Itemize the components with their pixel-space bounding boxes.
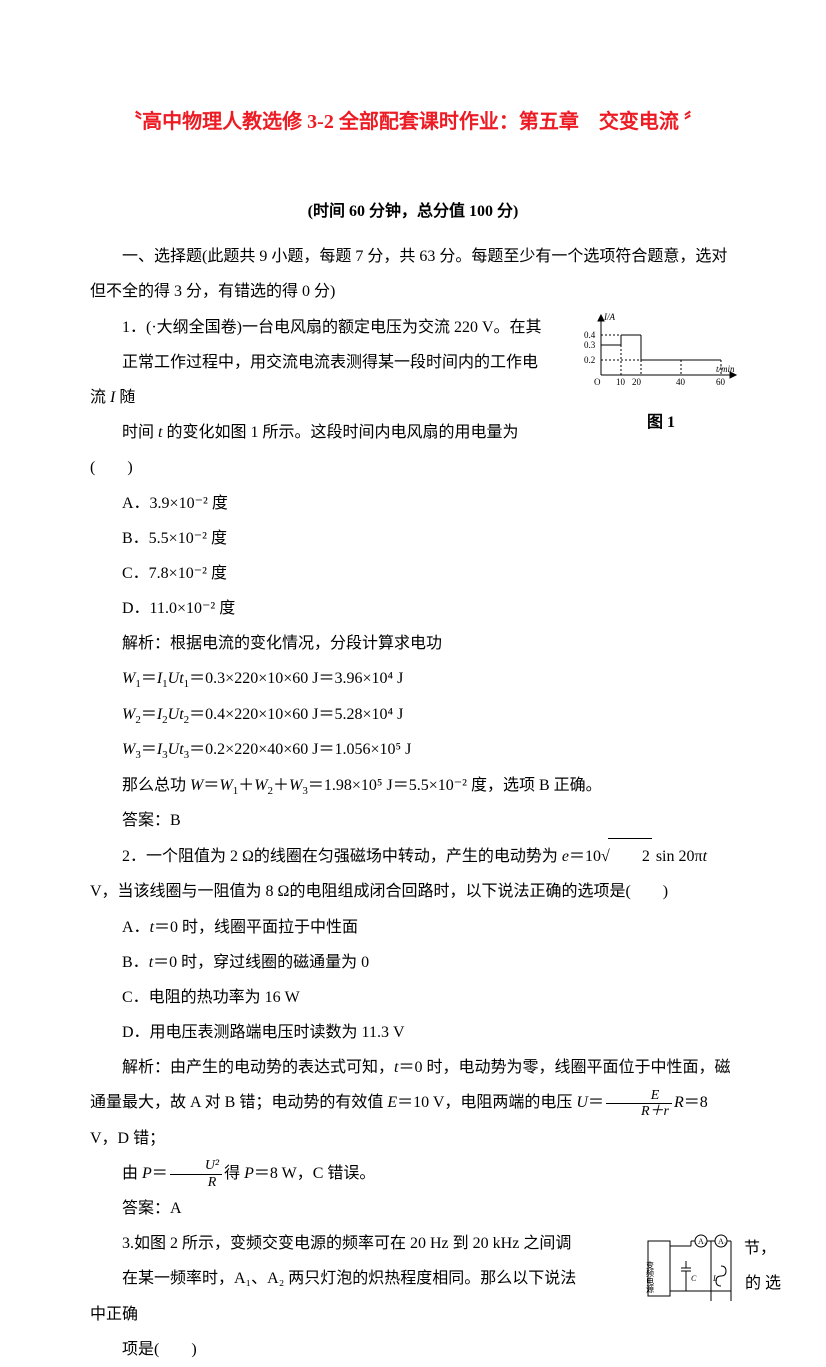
q3-wrap-word-1: 节， bbox=[744, 1231, 776, 1266]
question-1: 1．(·大纲全国卷)一台电风扇的额定电压为交流 220 V。在其 正常工作过程中… bbox=[90, 310, 736, 486]
svg-text:10: 10 bbox=[616, 377, 626, 387]
q1-option-c: C．7.8×10⁻² 度 bbox=[90, 556, 736, 591]
q1-calc-1: W1＝I1Ut1＝0.3×220×10×60 J＝3.96×10⁴ J bbox=[90, 661, 736, 696]
subtitle: (时间 60 分钟，总分值 100 分) bbox=[90, 194, 736, 229]
q2-analysis-1: 解析：由产生的电动势的表达式可知，t＝0 时，电动势为零，线圈平面位于中性面，磁… bbox=[90, 1050, 736, 1156]
q3-stem-3: 项是( ) bbox=[90, 1332, 590, 1367]
q1-option-d: D．11.0×10⁻² 度 bbox=[90, 591, 736, 626]
svg-text:L: L bbox=[712, 1274, 718, 1283]
circuit-figure-2: 变频电源 A₁ A₂ C L bbox=[646, 1231, 736, 1324]
figure-1-label: 图 1 bbox=[576, 405, 746, 440]
svg-text:0.3: 0.3 bbox=[584, 340, 596, 350]
q2-option-a: A．t＝0 时，线圈平面拉于中性面 bbox=[90, 910, 736, 945]
q3-stem-2: 在某一频率时，A₁、A₂ 两只灯泡的炽热程度相同。那么以下说法中正确 bbox=[90, 1261, 590, 1331]
q2-option-b: B．t＝0 时，穿过线圈的磁通量为 0 bbox=[90, 945, 736, 980]
q2-option-d: D．用电压表测路端电压时读数为 11.3 V bbox=[90, 1015, 736, 1050]
q3-stem-1: 3.如图 2 所示，变频交变电源的频率可在 20 Hz 到 20 kHz 之间调 bbox=[90, 1226, 590, 1261]
svg-text:40: 40 bbox=[676, 377, 686, 387]
q1-calc-3: W3＝I3Ut3＝0.2×220×40×60 J＝1.056×10⁵ J bbox=[90, 732, 736, 767]
q1-stem-line3: 时间 t 的变化如图 1 所示。这段时间内电风扇的用电量为( ) bbox=[90, 415, 550, 485]
svg-text:0.2: 0.2 bbox=[584, 355, 595, 365]
document-title: 〝高中物理人教选修 3-2 全部配套课时作业：第五章 交变电流 〞 bbox=[90, 100, 736, 144]
svg-text:I/A: I/A bbox=[603, 312, 615, 322]
q2-analysis-2: 由 P＝U²R得 P＝8 W，C 错误。 bbox=[90, 1156, 736, 1191]
svg-text:t/min: t/min bbox=[716, 364, 735, 374]
chart-figure-1: 0.4 0.3 0.2 O 10 20 40 60 I/A t/min 图 1 bbox=[576, 310, 746, 440]
svg-text:20: 20 bbox=[632, 377, 642, 387]
svg-text:A₁: A₁ bbox=[698, 1237, 707, 1246]
q2-answer: 答案：A bbox=[90, 1191, 736, 1226]
q1-calc-total: 那么总功 W＝W1＋W2＋W3＝1.98×10⁵ J＝5.5×10⁻² 度，选项… bbox=[90, 768, 736, 803]
svg-text:60: 60 bbox=[716, 377, 726, 387]
q1-stem-line2: 正常工作过程中，用交流电流表测得某一段时间内的工作电流 I 随 bbox=[90, 345, 550, 415]
q1-analysis-head: 解析：根据电流的变化情况，分段计算求电功 bbox=[90, 626, 736, 661]
question-3: 3.如图 2 所示，变频交变电源的频率可在 20 Hz 到 20 kHz 之间调… bbox=[90, 1226, 736, 1367]
circuit-diagram: 变频电源 A₁ A₂ C L bbox=[646, 1231, 736, 1311]
text: 时间 bbox=[122, 424, 158, 441]
q1-answer: 答案：B bbox=[90, 803, 736, 838]
svg-text:0.4: 0.4 bbox=[584, 330, 596, 340]
q1-option-b: B．5.5×10⁻² 度 bbox=[90, 521, 736, 556]
svg-text:A₂: A₂ bbox=[718, 1237, 727, 1246]
section-heading: 一、选择题(此题共 9 小题，每题 7 分，共 63 分。每题至少有一个选项符合… bbox=[90, 239, 736, 309]
current-time-chart: 0.4 0.3 0.2 O 10 20 40 60 I/A t/min bbox=[576, 310, 746, 390]
svg-text:O: O bbox=[594, 377, 601, 387]
q2-option-c: C．电阻的热功率为 16 W bbox=[90, 980, 736, 1015]
text: 正常工作过程中，用交流电流表测得某一段时间内的工作电流 bbox=[90, 354, 538, 406]
q3-wrap-word-2: 的 选 bbox=[745, 1266, 781, 1301]
q1-stem-line1: 1．(·大纲全国卷)一台电风扇的额定电压为交流 220 V。在其 bbox=[90, 310, 550, 345]
svg-text:变频电源: 变频电源 bbox=[646, 1260, 655, 1294]
q1-option-a: A．3.9×10⁻² 度 bbox=[90, 486, 736, 521]
q2-stem: 2．一个阻值为 2 Ω的线圈在匀强磁场中转动，产生的电动势为 e＝10√2 si… bbox=[90, 838, 736, 909]
text: 随 bbox=[115, 389, 135, 406]
svg-text:C: C bbox=[691, 1274, 697, 1283]
q1-calc-2: W2＝I2Ut2＝0.4×220×10×60 J＝5.28×10⁴ J bbox=[90, 697, 736, 732]
